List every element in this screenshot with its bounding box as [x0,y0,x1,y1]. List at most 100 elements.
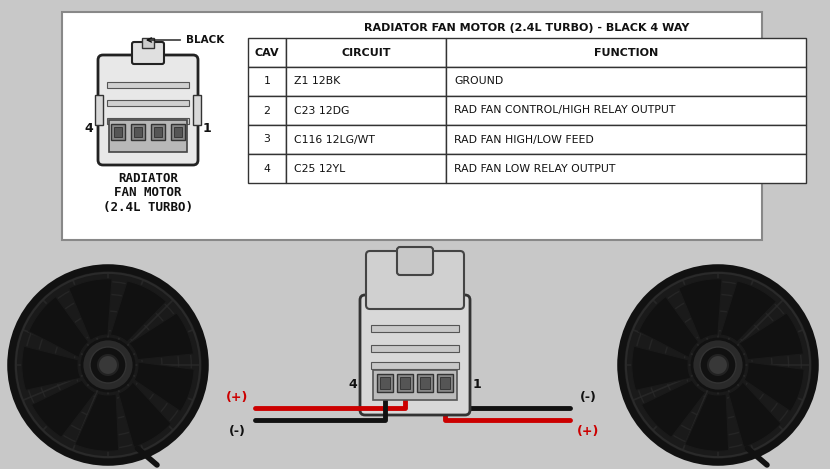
Bar [193,95,201,125]
Text: (+): (+) [577,425,599,439]
FancyBboxPatch shape [366,251,464,309]
Polygon shape [69,279,112,340]
Bar [111,124,125,140]
Bar [371,362,459,369]
Bar [134,127,142,137]
Bar [420,377,430,389]
Bar [95,95,103,125]
Polygon shape [134,362,194,411]
Circle shape [700,347,736,383]
Polygon shape [28,296,89,357]
Polygon shape [638,296,699,357]
Bar [286,96,446,125]
Polygon shape [729,382,781,447]
Text: (+): (+) [226,392,248,404]
Text: 1: 1 [264,76,271,86]
Text: 4: 4 [264,164,271,174]
Bar [248,38,286,67]
Polygon shape [744,362,804,411]
Text: 1: 1 [203,121,212,135]
Text: 1: 1 [472,378,481,392]
FancyBboxPatch shape [360,295,470,415]
Bar [417,374,433,392]
Polygon shape [110,281,167,342]
Polygon shape [679,279,722,340]
Text: C23 12DG: C23 12DG [294,106,349,115]
Bar [371,345,459,352]
Bar [286,67,446,96]
Text: Z1 12BK: Z1 12BK [294,76,340,86]
Text: RAD FAN CONTROL/HIGH RELAY OUTPUT: RAD FAN CONTROL/HIGH RELAY OUTPUT [454,106,676,115]
Bar [62,12,762,240]
Bar [397,374,413,392]
Bar [248,67,286,96]
Text: 3: 3 [264,135,271,144]
Text: (-): (-) [228,425,246,439]
Text: C25 12YL: C25 12YL [294,164,345,174]
Text: RAD FAN LOW RELAY OUTPUT: RAD FAN LOW RELAY OUTPUT [454,164,615,174]
Circle shape [98,355,118,375]
FancyBboxPatch shape [397,247,433,275]
Bar [248,96,286,125]
Bar [373,370,457,400]
Text: 2: 2 [264,106,271,115]
Bar [107,100,189,106]
Bar [114,127,122,137]
Bar [151,124,165,140]
Bar [446,154,806,183]
Text: (-): (-) [579,392,597,404]
Circle shape [13,270,203,460]
Bar [380,377,390,389]
Bar [142,38,154,48]
Bar [446,96,806,125]
Bar [371,325,459,332]
Bar [154,127,162,137]
Polygon shape [720,281,776,342]
Bar [109,120,187,152]
Circle shape [623,270,813,460]
Polygon shape [129,313,193,360]
Text: FAN MOTOR: FAN MOTOR [115,187,182,199]
Polygon shape [685,393,729,451]
FancyBboxPatch shape [132,42,164,64]
Bar [400,377,410,389]
Bar [174,127,182,137]
Bar [107,82,189,88]
Polygon shape [642,380,706,438]
Text: RADIATOR: RADIATOR [118,172,178,184]
Bar [248,154,286,183]
Bar [286,125,446,154]
Polygon shape [119,382,171,447]
Circle shape [708,355,728,375]
Bar [377,374,393,392]
Bar [286,154,446,183]
Text: RADIATOR FAN MOTOR (2.4L TURBO) - BLACK 4 WAY: RADIATOR FAN MOTOR (2.4L TURBO) - BLACK … [364,23,690,33]
Text: (2.4L TURBO): (2.4L TURBO) [103,202,193,214]
Bar [437,374,453,392]
Circle shape [82,339,134,391]
Bar [440,377,450,389]
Bar [171,124,185,140]
Text: CIRCUIT: CIRCUIT [341,47,391,58]
Polygon shape [632,346,691,390]
Bar [248,125,286,154]
Circle shape [90,347,126,383]
Text: RAD FAN HIGH/LOW FEED: RAD FAN HIGH/LOW FEED [454,135,593,144]
Text: 4: 4 [349,378,358,392]
Bar [446,67,806,96]
Bar [107,118,189,124]
Bar [286,38,446,67]
FancyBboxPatch shape [98,55,198,165]
Polygon shape [32,380,95,438]
Circle shape [692,339,744,391]
Text: GROUND: GROUND [454,76,503,86]
Polygon shape [75,393,119,451]
Text: C116 12LG/WT: C116 12LG/WT [294,135,375,144]
Bar [446,38,806,67]
Text: 4: 4 [85,121,93,135]
Text: CAV: CAV [255,47,280,58]
Text: BLACK: BLACK [148,35,224,45]
Polygon shape [739,313,803,360]
Bar [131,124,145,140]
Polygon shape [22,346,81,390]
